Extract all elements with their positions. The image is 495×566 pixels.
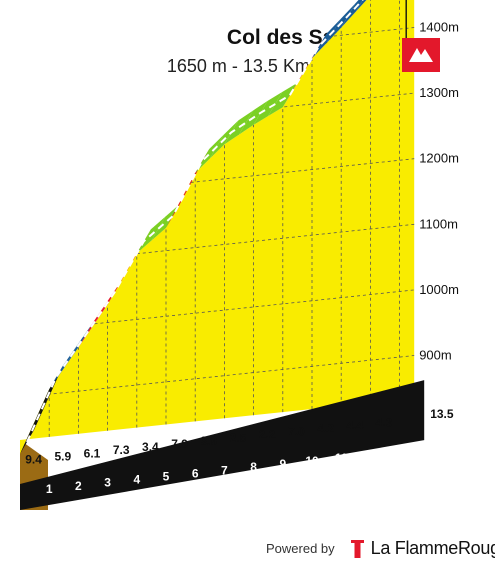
gradient-label: 5.9 xyxy=(54,449,71,463)
gradient-band-segment xyxy=(355,0,367,12)
road-centerline-path xyxy=(26,0,364,443)
distance-tick-label: 3 xyxy=(104,476,111,490)
gradient-label: 2.5 xyxy=(230,431,247,445)
gradient-labels: 9.4 5.9 6.1 7.3 3.4 7.9 3.9 2.5 2.2 7.0 4.2 4.4 4.3 xyxy=(25,415,392,466)
distance-tick-label: 7 xyxy=(221,463,228,477)
gradient-band-segment xyxy=(253,92,283,125)
elevation-gridline xyxy=(284,92,415,108)
gradient-label: 4.4 xyxy=(346,418,363,432)
gradient-band-segment xyxy=(312,18,341,59)
elevation-gridline xyxy=(136,223,415,255)
km-lines xyxy=(48,0,401,437)
gradient-band-segment xyxy=(224,110,253,145)
gradient-band-segment xyxy=(151,203,180,241)
elevation-tick-label: 1100m xyxy=(419,216,458,231)
gradient-label: 9.4 xyxy=(25,452,42,466)
elevation-tick-label: 1300m xyxy=(419,85,459,100)
brand-name: La FlammeRouge xyxy=(370,538,495,558)
elevation-tick-label: 1400m xyxy=(419,20,459,35)
distance-tick-label: 4 xyxy=(133,473,140,487)
gradient-label: 7.9 xyxy=(171,437,188,451)
gradient-label: 3.9 xyxy=(200,434,217,448)
distance-tick-label: 12 xyxy=(364,448,378,462)
powered-by-label: Powered by xyxy=(266,541,335,556)
profile-area xyxy=(20,0,415,454)
gradient-label: 7.0 xyxy=(288,425,305,439)
distance-end-label: 13.5 xyxy=(430,407,454,421)
mountain-icon xyxy=(409,48,433,62)
footer: Powered by La FlammeRouge xyxy=(266,538,495,559)
elevation-gridline xyxy=(47,355,415,395)
gradient-label: 3.4 xyxy=(142,440,159,454)
gradient-label: 6.1 xyxy=(84,446,101,460)
elevation-tick-label: 1000m xyxy=(419,282,459,297)
summit-flag xyxy=(402,0,440,72)
elevation-gridline xyxy=(333,27,415,37)
distance-tick-label: 6 xyxy=(192,466,199,480)
distance-tick-label: 9 xyxy=(279,457,286,471)
distance-tick-label: 2 xyxy=(75,479,82,493)
distance-axis-bar xyxy=(20,380,425,510)
elevation-gridlines xyxy=(47,27,415,395)
distance-tick-label: 8 xyxy=(250,460,257,474)
gradient-label: 4.3 xyxy=(376,415,393,429)
gradient-label: 2.2 xyxy=(259,428,276,442)
flame-rouge-logo-icon xyxy=(350,539,364,558)
road-centerline xyxy=(26,0,364,443)
distance-tick-label: 5 xyxy=(163,470,170,484)
distance-tick-label: 10 xyxy=(305,454,319,468)
gradient-band-segment xyxy=(195,134,224,173)
elevation-axis: 900m1000m1100m1200m1300m1400m1500m1600m xyxy=(419,20,459,363)
elevation-gridline xyxy=(190,158,415,183)
distance-axis-base xyxy=(20,380,425,510)
gradient-label: 7.3 xyxy=(113,443,130,457)
distance-tick-label: 1 xyxy=(46,482,53,496)
elevation-tick-label: 1200m xyxy=(419,151,459,166)
profile-area-fill xyxy=(20,0,415,454)
elevation-tick-label: 900m xyxy=(419,348,452,363)
distance-tick-label: 11 xyxy=(335,451,348,465)
gradient-label: 4.2 xyxy=(317,421,334,435)
